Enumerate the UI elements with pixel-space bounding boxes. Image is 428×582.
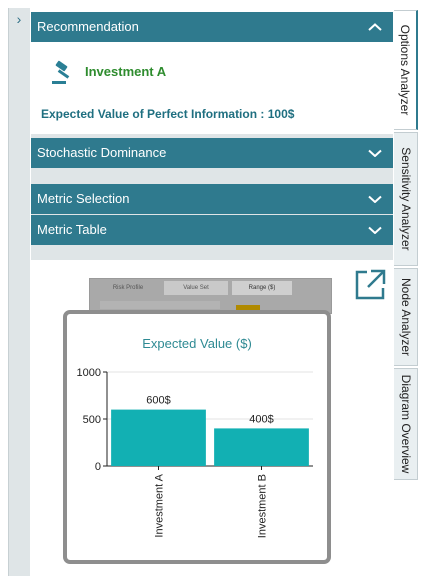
data-label: 400$ [249, 413, 273, 425]
options-panel: Recommendation Investment A Expected Val… [31, 12, 393, 576]
recommendation-header[interactable]: Recommendation [31, 12, 393, 42]
gavel-icon [50, 60, 76, 86]
y-tick-label: 500 [83, 414, 101, 426]
metric-selection-title: Metric Selection [37, 191, 130, 206]
y-tick-label: 0 [95, 461, 101, 473]
recommended-option: Investment A [85, 64, 167, 79]
y-tick-label: 1000 [77, 367, 101, 379]
tab-node-analyzer[interactable]: Node Analyzer [394, 268, 418, 366]
collapse-panel-button[interactable]: › [16, 11, 22, 27]
risk-profile-thumbnail: Risk Profile Value Set Range ($) [89, 278, 332, 314]
chevron-down-icon[interactable] [367, 215, 383, 245]
tab-label: Node Analyzer [398, 277, 413, 357]
tab-label: Sensitivity Analyzer [398, 147, 413, 251]
thumbnail-tab: Risk Profile [112, 285, 144, 291]
recommendation-body: Investment A Expected Value of Perfect I… [31, 42, 393, 134]
recommendation-title: Recommendation [37, 19, 139, 34]
x-tick-label: Investment B [257, 474, 269, 538]
chart-area: Risk Profile Value Set Range ($) Expecte… [31, 260, 393, 576]
chart-title: Expected Value ($) [142, 336, 252, 351]
thumbnail-tab: Value Set [164, 281, 228, 295]
tab-options-analyzer[interactable]: Options Analyzer [394, 10, 418, 130]
stochastic-dominance-header[interactable]: Stochastic Dominance [31, 138, 393, 168]
tab-label: Options Analyzer [398, 24, 412, 116]
thumbnail-row [100, 301, 220, 309]
bar [214, 428, 309, 466]
metric-selection-header[interactable]: Metric Selection [31, 184, 393, 214]
left-gutter [8, 8, 30, 576]
tab-label: Diagram Overview [398, 374, 413, 474]
section-divider [31, 168, 393, 184]
chart-canvas: 0 500 1000 600$ Investment A 400$ Investment B [77, 367, 313, 538]
stochastic-dominance-title: Stochastic Dominance [37, 145, 167, 160]
data-label: 600$ [146, 395, 170, 407]
chevron-up-icon[interactable] [367, 12, 383, 42]
expected-value-chart: Expected Value ($) 0 500 1000 600$ Investmen… [63, 310, 331, 564]
thumbnail-tab: Range ($) [232, 281, 292, 295]
x-tick-label: Investment A [154, 473, 166, 537]
thumbnail-swatch [236, 305, 260, 313]
open-external-icon[interactable] [353, 268, 387, 302]
tab-sensitivity-analyzer[interactable]: Sensitivity Analyzer [394, 132, 418, 266]
tab-diagram-overview[interactable]: Diagram Overview [394, 368, 418, 480]
chevron-down-icon[interactable] [367, 138, 383, 168]
metric-table-header[interactable]: Metric Table [31, 215, 393, 245]
evpi-text: Expected Value of Perfect Information : … [41, 107, 295, 121]
bar [111, 409, 206, 466]
chevron-down-icon[interactable] [367, 184, 383, 214]
metric-table-title: Metric Table [37, 222, 107, 237]
side-tab-strip: Options Analyzer Sensitivity Analyzer No… [394, 10, 420, 582]
